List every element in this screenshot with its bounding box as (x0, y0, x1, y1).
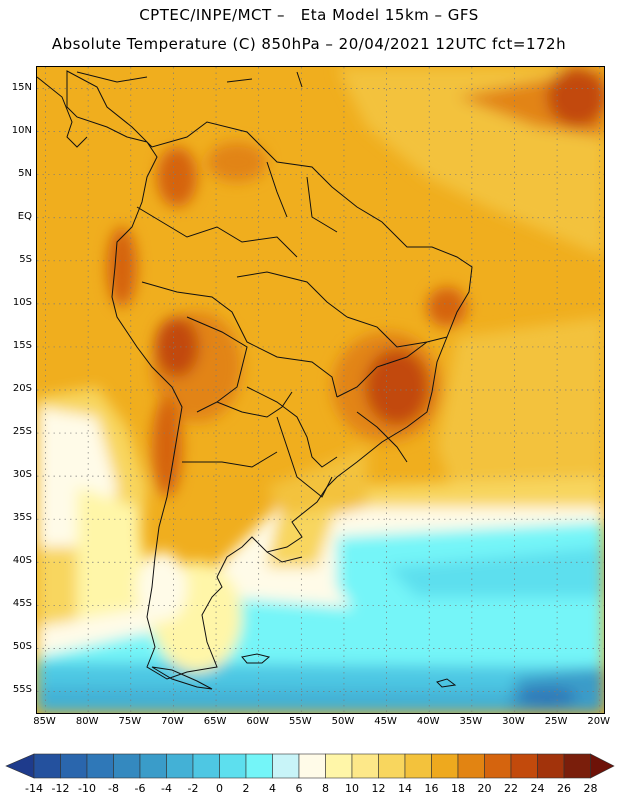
colorbar-swatch (537, 753, 565, 779)
colorbar-label: -14 (25, 782, 43, 795)
colorbar-swatch (86, 753, 114, 779)
longitude-label: 70W (161, 716, 184, 727)
longitude-label: 55W (289, 716, 312, 727)
longitude-label: 65W (203, 716, 227, 727)
temperature-map (36, 66, 605, 714)
colorbar-label: 10 (345, 782, 359, 795)
colorbar-label: -8 (108, 782, 119, 795)
colorbar-label: 8 (322, 782, 329, 795)
longitude-label: 85W (33, 716, 56, 727)
colorbar-label: 14 (398, 782, 412, 795)
map-gridlines (37, 67, 604, 713)
colorbar-label: 16 (424, 782, 439, 795)
colorbar-arrow-high (590, 753, 615, 779)
colorbar-swatch (457, 753, 485, 779)
latitude-label: 25S (12, 426, 32, 438)
colorbar-label: 24 (530, 782, 545, 795)
latitude-label: 50S (12, 641, 32, 653)
colorbar-swatch (563, 753, 591, 779)
latitude-label: 5S (19, 253, 32, 265)
longitude-label: 40W (416, 716, 440, 727)
colorbar-swatch (219, 753, 247, 779)
latitude-label: 45S (12, 598, 32, 610)
colorbar-label: 2 (242, 782, 250, 795)
latitude-label: 20S (12, 383, 32, 394)
map-title-line1: CPTEC/INPE/MCT – Eta Model 15km – GFS (139, 6, 479, 24)
colorbar-swatch (245, 753, 273, 779)
latitude-label: 40S (12, 555, 32, 567)
colorbar-swatch (325, 753, 353, 779)
colorbar-label: -10 (78, 782, 96, 795)
latitude-label: 10S (12, 296, 32, 308)
longitude-label: 20W (587, 716, 611, 727)
latitude-label: 10N (11, 124, 32, 136)
longitude-label: 50W (331, 716, 355, 727)
latitude-label: 15N (11, 81, 32, 93)
colorbar-label: 0 (216, 782, 223, 795)
temperature-field (37, 67, 604, 713)
colorbar-swatch (351, 753, 379, 779)
longitude-label: 25W (544, 716, 568, 727)
colorbar-label: 20 (477, 782, 492, 795)
colorbar-label: -12 (51, 782, 70, 795)
colorbar-swatch (378, 753, 406, 779)
colorbar-label: 6 (295, 782, 303, 795)
latitude-label: 35S (12, 512, 32, 524)
longitude-label: 75W (118, 716, 142, 727)
map-title-line2: Absolute Temperature (C) 850hPa – 20/04/… (51, 35, 567, 53)
longitude-label: 30W (502, 716, 525, 727)
latitude-label: EQ (17, 210, 32, 222)
colorbar-arrow-low (5, 753, 35, 779)
colorbar-swatch (139, 753, 167, 779)
colorbar-label: -4 (161, 782, 172, 795)
longitude-label: 80W (75, 716, 99, 727)
colorbar-label: 26 (557, 782, 571, 795)
colorbar-swatch (113, 753, 141, 779)
colorbar-label: -6 (134, 782, 146, 795)
latitude-label: 5N (18, 167, 32, 179)
colorbar-label: 22 (504, 782, 518, 795)
coastlines (37, 70, 473, 690)
colorbar-label: 28 (583, 782, 598, 795)
map-canvas (37, 67, 604, 713)
longitude-label: 35W (459, 716, 483, 727)
longitude-label: 60W (246, 716, 269, 727)
latitude-label: 15S (12, 339, 32, 351)
colorbar-label: 4 (269, 782, 276, 795)
colorbar-swatch (166, 753, 194, 779)
latitude-label: 55S (12, 684, 32, 696)
colorbar-swatch (60, 753, 88, 779)
colorbar-swatch (431, 753, 459, 779)
temperature-colorbar (5, 753, 615, 779)
longitude-label: 45W (374, 716, 397, 727)
colorbar-swatch (484, 753, 512, 779)
colorbar-swatch (272, 753, 300, 779)
colorbar-label: 12 (371, 782, 386, 795)
colorbar-swatch (510, 753, 538, 779)
colorbar-label: 18 (451, 782, 465, 795)
colorbar-swatch (404, 753, 432, 779)
colorbar-swatch (192, 753, 220, 779)
colorbar-swatch (33, 753, 61, 779)
latitude-label: 30S (12, 469, 32, 481)
colorbar-label: -2 (187, 782, 199, 795)
colorbar-swatch (298, 753, 326, 779)
